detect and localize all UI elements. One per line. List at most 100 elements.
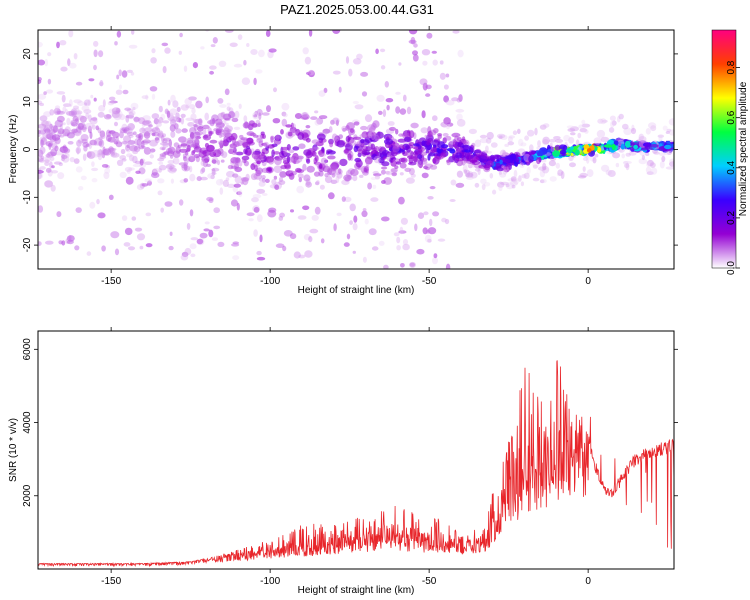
spectrogram-cell <box>275 243 285 248</box>
spectrogram-x-ticks: -150 -100 -50 0 <box>101 26 591 287</box>
spectrogram-cell <box>365 160 369 167</box>
spectrogram-cell <box>615 137 625 142</box>
spectrogram-cell <box>157 157 165 162</box>
spectrogram-cell <box>352 136 362 140</box>
spectrogram-cell <box>234 175 243 184</box>
spectrogram-cell <box>329 163 337 170</box>
spectrogram-cell <box>259 234 263 243</box>
spectrogram-cell <box>217 159 220 166</box>
spectrogram-cell <box>437 149 442 154</box>
spectrogram-cell <box>481 183 486 191</box>
spectrogram-cell <box>111 152 116 156</box>
spectrogram-cell <box>169 124 176 132</box>
spectrogram-cell <box>569 127 574 133</box>
spectrogram-cell <box>166 110 170 114</box>
spectrogram-cell <box>119 131 124 139</box>
spectrogram-cell <box>499 159 503 165</box>
spectrogram-cell <box>200 160 206 167</box>
spectrogram-cell <box>235 151 244 156</box>
spectrogram-cell <box>209 70 215 75</box>
spectrogram-cell <box>126 69 133 73</box>
spectrogram-cell <box>338 86 342 93</box>
spectrogram-cell <box>371 246 379 251</box>
spectrogram-cell <box>584 129 589 134</box>
spectrogram-cell <box>456 97 461 103</box>
spectrogram-cell <box>283 113 288 118</box>
spectrogram-cell <box>535 156 541 165</box>
spectrogram-cell <box>69 62 77 69</box>
spectrogram-cell <box>429 218 433 227</box>
spectrogram-cell <box>218 132 223 139</box>
spectrogram-cells <box>38 30 674 269</box>
spectrogram-cell <box>404 167 412 172</box>
spectrogram-cell <box>314 206 321 215</box>
spectrogram-cell <box>646 159 654 167</box>
spectrogram-cell <box>344 147 349 154</box>
spectrogram-cell <box>398 196 405 205</box>
spectrogram-cell <box>172 116 181 122</box>
spectrogram-cell <box>151 127 161 134</box>
spectrogram-cell <box>243 115 248 123</box>
spectrogram-cell <box>485 137 492 144</box>
spectrogram-cell <box>381 166 388 170</box>
spectrogram-cell <box>38 93 47 100</box>
spectrogram-cell <box>164 108 169 115</box>
spectrogram-cell <box>234 110 240 119</box>
spectrogram-cell <box>645 152 650 156</box>
spectrogram-cell <box>233 183 241 188</box>
spectrogram-cell <box>311 139 320 144</box>
spectrogram-cell <box>172 100 179 108</box>
spectrogram-cell <box>70 121 75 125</box>
spectrogram-cell <box>669 161 674 167</box>
spectrogram-cell <box>399 108 407 115</box>
spectrogram-cell <box>480 178 487 184</box>
spectrogram-cell <box>336 140 345 148</box>
spectrogram-cell <box>440 152 447 158</box>
spectrogram-cell <box>578 145 583 151</box>
spectrogram-cell <box>392 145 400 153</box>
spectrogram-cell <box>437 238 446 242</box>
spectrogram-cell <box>520 181 525 187</box>
spectrogram-cell <box>58 162 63 167</box>
spectrogram-cell <box>88 78 95 82</box>
spectrogram-cell <box>162 141 169 148</box>
spectrogram-cell <box>201 167 206 173</box>
spectrogram-cell <box>265 178 270 183</box>
spectrogram-cell <box>126 153 133 158</box>
spectrogram-cell <box>149 154 154 159</box>
spectrogram-cell <box>552 150 560 157</box>
spectrogram-cell <box>219 187 224 195</box>
spectrogram-cell <box>212 37 218 44</box>
spectrogram-cell <box>504 143 510 147</box>
spectrogram-cell <box>144 178 152 183</box>
spectrogram-cell <box>238 160 243 167</box>
spectrogram-cell <box>123 242 131 247</box>
spectrogram-cell <box>339 158 348 167</box>
spectrogram-cell <box>119 84 122 90</box>
spectrogram-cell <box>427 238 432 243</box>
spectrogram-cell <box>108 146 114 153</box>
spectrogram-cell <box>96 198 100 205</box>
spectrogram-cell <box>620 143 625 150</box>
spectrogram-cell <box>128 111 135 120</box>
spectrogram-cell <box>306 158 311 164</box>
spectrogram-cell <box>77 138 84 144</box>
spectrogram-cell <box>181 251 189 258</box>
spectrogram-cell <box>507 178 516 182</box>
spectrogram-cell <box>353 215 358 223</box>
spectrogram-cell <box>105 134 112 142</box>
spectrogram-cell <box>493 166 498 170</box>
spectrogram-cell <box>121 158 127 162</box>
spectrogram-cell <box>433 253 438 259</box>
spectrogram-cell <box>331 173 336 178</box>
spectrogram-cell <box>342 127 346 132</box>
spectrogram-cell <box>111 110 120 119</box>
spectrogram-cell <box>305 125 311 129</box>
spectrogram-cell <box>111 107 121 115</box>
spectrogram-cell <box>333 223 337 232</box>
spectrogram-cell <box>314 110 319 114</box>
spectrogram-cell <box>222 179 229 187</box>
spectrogram-cell <box>432 59 438 66</box>
spectrogram-cell <box>237 189 243 198</box>
colorbar-ticks: 0.0 0.2 0.4 0.6 0.8 <box>726 60 740 275</box>
